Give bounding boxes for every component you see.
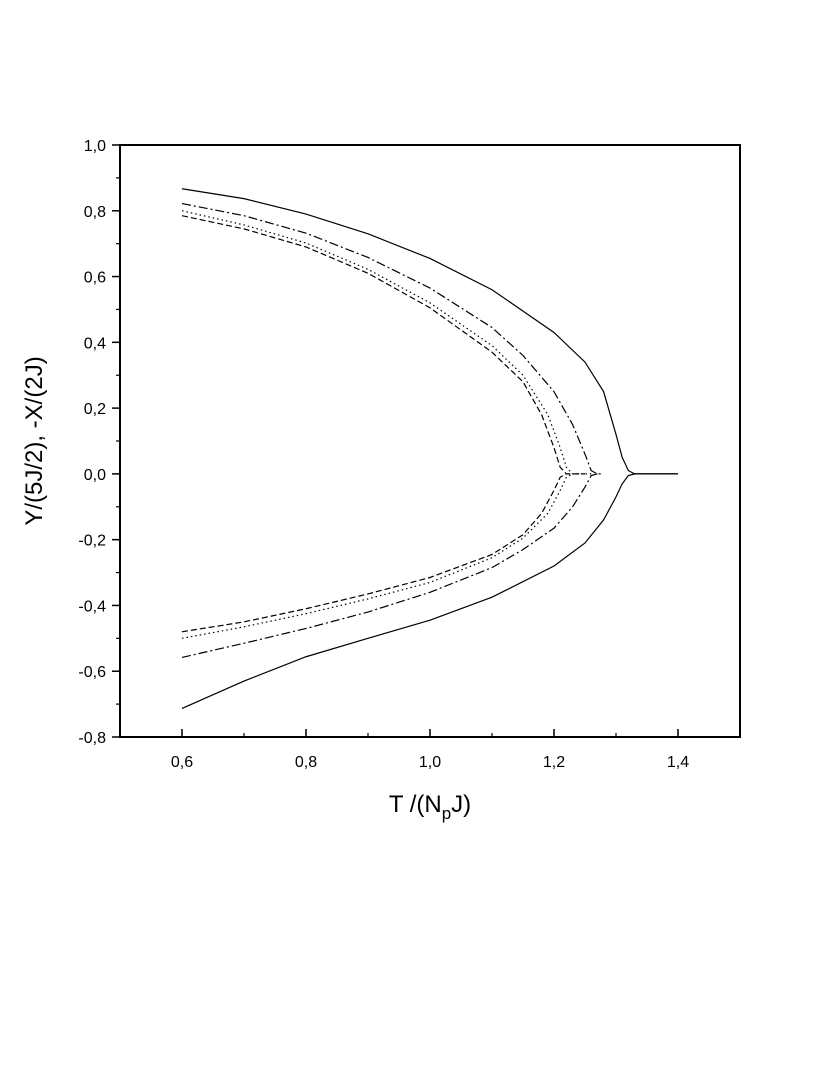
tick-labels-layer: 0,6 0,8 1,0 1,2 1,4 -0,8 -0,6 -0,4 -0,2 0,0 0,2 0,4… — [78, 138, 689, 771]
series-line-dashed-8 — [181, 473, 567, 633]
ticks-layer — [112, 144, 741, 738]
y-tick-label: -0,4 — [78, 598, 106, 615]
x-tick-label: 0,6 — [171, 754, 193, 771]
y-tick-label: 0,8 — [84, 204, 106, 221]
y-tick-label: -0,6 — [78, 664, 106, 681]
x-tick-label: 1,2 — [543, 754, 565, 771]
series-line-solid-2 — [181, 473, 678, 709]
x-axis-title-sub: p — [442, 804, 451, 823]
y-tick-label: 0,6 — [84, 270, 106, 287]
series-line-dashed-7 — [181, 215, 585, 475]
x-axis-title-tail: J) — [451, 791, 471, 818]
y-tick-label: 1,0 — [84, 138, 106, 155]
plot-frame — [119, 144, 741, 738]
series-line-solid-1 — [181, 188, 678, 475]
x-tick-label: 0,8 — [295, 754, 317, 771]
y-axis-title: Y/(5J/2), -X/(2J) — [21, 356, 48, 525]
x-axis-title: T /(NpJ) — [389, 791, 471, 823]
x-tick-label: 1,0 — [419, 754, 441, 771]
series-line-dotted-6 — [181, 473, 573, 639]
y-tick-label: 0,0 — [84, 467, 106, 484]
y-tick-label: 0,4 — [84, 335, 106, 352]
y-tick-label: 0,2 — [84, 401, 106, 418]
y-tick-label: -0,8 — [78, 730, 106, 747]
series-line-dashdot-4 — [181, 473, 598, 658]
x-tick-label: 1,4 — [667, 754, 689, 771]
y-tick-label: -0,2 — [78, 533, 106, 550]
series-line-dotted-5 — [181, 210, 592, 475]
plot-layer — [181, 188, 678, 709]
series-line-dashdot-3 — [181, 202, 604, 475]
x-axis-title-main: T /(N — [389, 791, 442, 818]
